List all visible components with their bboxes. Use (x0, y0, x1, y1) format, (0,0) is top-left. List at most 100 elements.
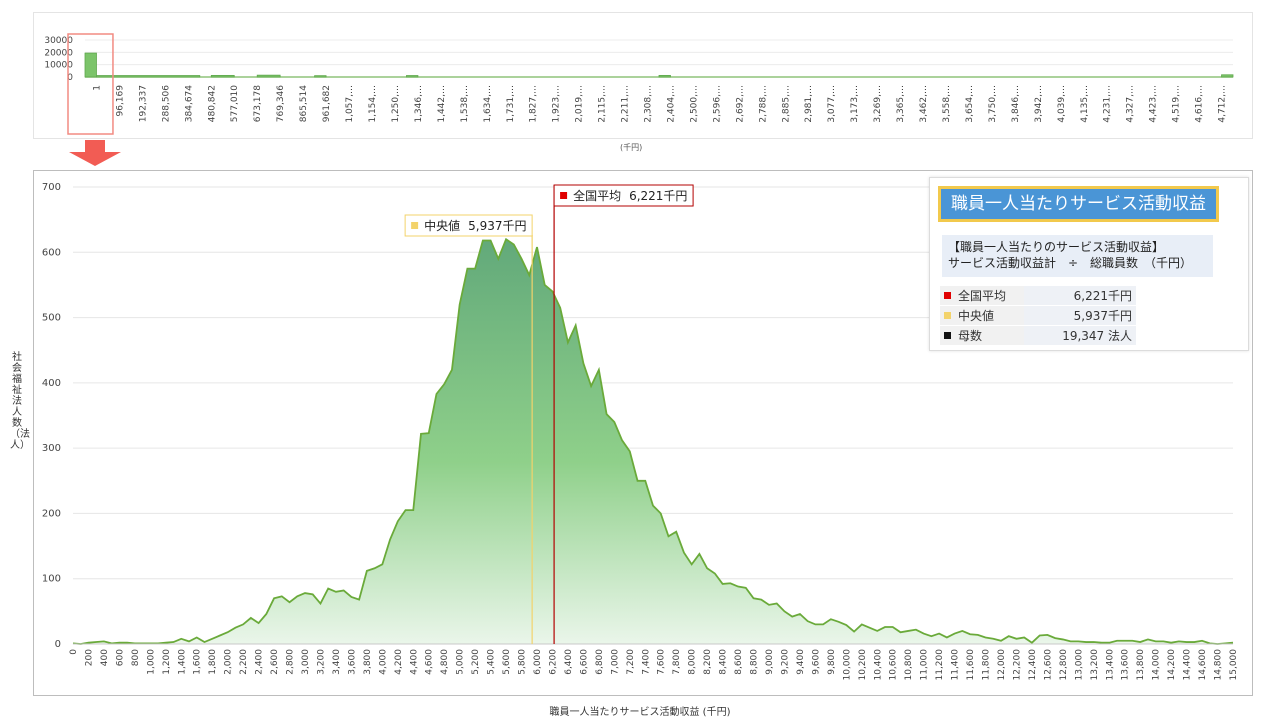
overview-x-tick: 1,346,… (414, 85, 424, 123)
x-tick-label: 8,000 (688, 649, 698, 675)
x-tick-label: 2,400 (255, 649, 265, 675)
x-tick-label: 6,600 (579, 649, 589, 675)
x-tick-label: 13,200 (1090, 649, 1100, 681)
overview-x-tick: 1,634,… (483, 85, 493, 123)
info-title: 職員一人当たりサービス活動収益 (938, 186, 1219, 222)
mean-swatch-icon (944, 292, 951, 299)
overview-x-tick: 1,538,… (460, 85, 470, 123)
x-tick-label: 11,000 (920, 649, 930, 681)
x-tick-label: 12,800 (1059, 649, 1069, 681)
x-tick-label: 5,000 (456, 649, 466, 675)
y-axis-title: 社会福祉法人数（法人） (10, 352, 30, 451)
x-tick-label: 4,400 (409, 649, 419, 675)
x-tick-label: 11,400 (951, 649, 961, 681)
overview-chart[interactable]: 30000 20000 10000 0 1 96,169 192,337 288,506 384… (0, 0, 1280, 170)
overview-x-tick: 288,506 (161, 85, 171, 122)
x-tick-label: 13,800 (1136, 649, 1146, 681)
overview-x-tick: 4,712,… (1218, 85, 1228, 123)
overview-x-tick: 769,346 (276, 85, 286, 122)
overview-x-tick: 2,500,… (689, 85, 699, 123)
formula-line-1: 【職員一人当たりのサービス活動収益】 (948, 240, 1165, 254)
stats-value: 6,221千円 (1024, 286, 1136, 306)
overview-x-tick: 1,057,… (345, 85, 355, 123)
overview-x-tick: 577,010 (230, 85, 240, 122)
overview-chart-panel[interactable] (33, 12, 1253, 139)
x-tick-label: 8,200 (703, 649, 713, 675)
x-tick-label: 7,800 (672, 649, 682, 675)
overview-x-tick: 2,788,… (758, 85, 768, 123)
overview-x-tick: 3,077,… (827, 85, 837, 123)
overview-x-tick: 4,327,… (1126, 85, 1136, 123)
formula-box: 【職員一人当たりのサービス活動収益】 サービス活動収益計 ÷ 総職員数 （千円） (942, 235, 1213, 277)
x-tick-label: 5,800 (518, 649, 528, 675)
overview-x-tick: 865,514 (299, 85, 309, 122)
y-tick-label: 700 (42, 182, 61, 193)
y-tick-label: 200 (42, 508, 61, 519)
overview-x-tick: 4,231,… (1103, 85, 1113, 123)
x-tick-label: 5,600 (502, 649, 512, 675)
overview-x-tick: 4,135,… (1080, 85, 1090, 123)
x-tick-label: 3,600 (347, 649, 357, 675)
overview-x-tick: 3,750,… (988, 85, 998, 123)
x-tick-label: 12,200 (1012, 649, 1022, 681)
x-tick-label: 9,200 (780, 649, 790, 675)
median-swatch-icon (944, 312, 951, 319)
x-tick-label: 10,000 (842, 649, 852, 681)
overview-x-tick: 1 (92, 85, 102, 91)
mean-label-name: 全国平均 (573, 188, 621, 203)
overview-x-tick: 1,827,… (529, 85, 539, 123)
overview-x-tick: 2,019,… (575, 85, 585, 123)
overview-x-tick: 3,654,… (965, 85, 975, 123)
overview-x-tick: 2,211,… (621, 85, 631, 123)
overview-y-tick: 30000 (44, 36, 73, 46)
x-tick-label: 200 (84, 649, 94, 666)
overview-x-tick: 2,115,… (598, 85, 608, 123)
stats-label: 母数 (958, 329, 983, 343)
x-tick-label: 4,000 (378, 649, 388, 675)
x-tick-label: 14,000 (1152, 649, 1162, 681)
x-tick-label: 1,200 (162, 649, 172, 675)
stats-label: 全国平均 (958, 289, 1007, 303)
overview-x-tick: 1,923,… (552, 85, 562, 123)
y-tick-label: 400 (42, 378, 61, 389)
x-tick-label: 7,600 (657, 649, 667, 675)
overview-x-tick: 2,981,… (804, 85, 814, 123)
x-tick-label: 600 (115, 649, 125, 666)
x-tick-label: 800 (131, 649, 141, 666)
x-tick-label: 4,600 (425, 649, 435, 675)
info-panel: 職員一人当たりサービス活動収益 【職員一人当たりのサービス活動収益】 サービス活… (929, 177, 1249, 351)
overview-x-tick: 4,423,… (1149, 85, 1159, 123)
overview-bar (256, 74, 281, 78)
x-tick-label: 2,600 (270, 649, 280, 675)
x-tick-label: 2,200 (239, 649, 249, 675)
x-tick-label: 3,800 (363, 649, 373, 675)
x-tick-label: 15,000 (1229, 649, 1239, 681)
overview-bar (314, 75, 327, 78)
overview-y-tick: 0 (67, 73, 73, 83)
stats-row-median: 中央値 5,937千円 (940, 305, 1136, 326)
x-tick-label: 2,800 (286, 649, 296, 675)
y-tick-label: 100 (42, 574, 61, 585)
stats-table: 全国平均 6,221千円 中央値 5,937千円 母数 19,347 法人 (940, 286, 1136, 346)
area-fill (73, 239, 1233, 645)
stats-value: 19,347 法人 (1024, 325, 1136, 346)
x-tick-label: 6,000 (533, 649, 543, 675)
x-tick-label: 7,400 (641, 649, 651, 675)
x-axis-title: 職員一人当たりサービス活動収益 (千円) (549, 707, 731, 718)
stats-row-count: 母数 19,347 法人 (940, 325, 1136, 346)
x-tick-label: 14,800 (1214, 649, 1224, 681)
overview-y-tick: 20000 (44, 48, 73, 58)
overview-bar (1221, 74, 1234, 78)
stats-row-mean: 全国平均 6,221千円 (940, 286, 1136, 306)
x-tick-label: 4,800 (440, 649, 450, 675)
x-tick-label: 8,400 (719, 649, 729, 675)
overview-x-tick: 2,308,… (644, 85, 654, 123)
x-tick-label: 12,400 (1028, 649, 1038, 681)
x-tick-label: 11,200 (935, 649, 945, 681)
x-tick-label: 10,200 (858, 649, 868, 681)
x-tick-label: 400 (100, 649, 110, 666)
x-tick-label: 10,400 (873, 649, 883, 681)
overview-x-tick: 384,674 (184, 85, 194, 122)
x-tick-label: 8,800 (750, 649, 760, 675)
